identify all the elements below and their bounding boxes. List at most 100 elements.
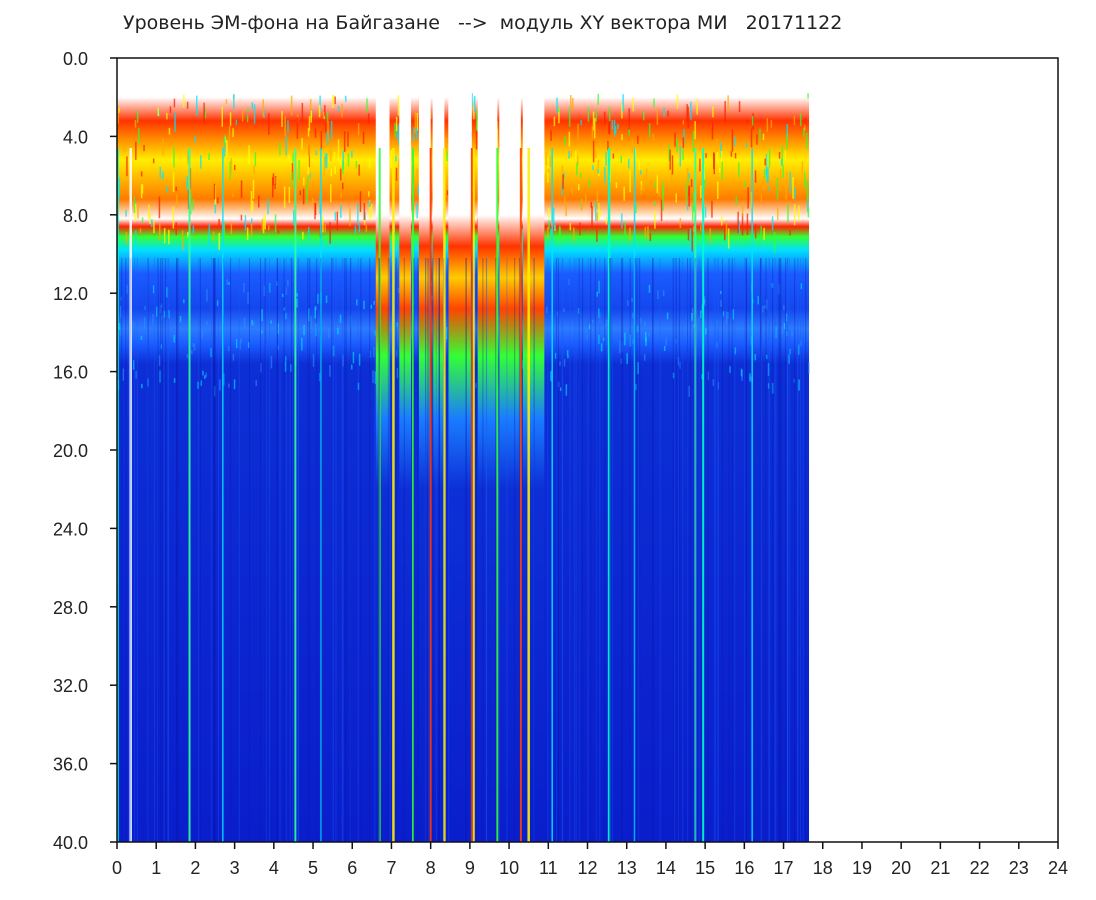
noise-speck: [592, 140, 595, 163]
noise-speck: [598, 334, 600, 344]
noise-speck: [786, 171, 788, 186]
noise-speck: [307, 176, 309, 186]
noise-speck: [676, 94, 679, 109]
y-tick-label: 12.0: [53, 284, 88, 304]
noise-speck: [140, 184, 143, 199]
noise-speck: [261, 309, 263, 321]
noise-speck: [766, 299, 768, 310]
noise-speck: [135, 370, 137, 379]
noise-speck: [356, 299, 358, 306]
noise-speck: [629, 227, 631, 242]
noise-speck: [771, 283, 774, 288]
noise-speck: [332, 94, 335, 104]
noise-speck: [577, 155, 579, 166]
noise-speck: [274, 214, 277, 232]
noise-speck: [577, 308, 580, 314]
noise-speck: [248, 145, 250, 166]
noise-speck: [654, 182, 657, 188]
noise-speck: [783, 323, 786, 329]
low-noise-gap: [448, 58, 472, 842]
noise-speck: [141, 217, 144, 223]
noise-speck: [725, 311, 728, 324]
noise-speck: [251, 102, 254, 110]
noise-speck: [319, 95, 321, 112]
noise-speck: [160, 303, 163, 308]
noise-speck: [596, 291, 598, 297]
noise-speck: [416, 168, 418, 178]
noise-speck: [270, 356, 273, 369]
noise-speck: [632, 97, 634, 112]
noise-speck: [746, 119, 749, 125]
x-axis: 0 1 2 3 4 5 6 7 8 9 10 11 12 13 14 15 16 17 18 19 20 21 22 23 24: [112, 842, 1068, 878]
noise-speck: [308, 145, 310, 168]
noise-speck: [591, 126, 594, 139]
noise-speck: [132, 360, 135, 370]
noise-speck: [785, 185, 787, 200]
noise-speck: [159, 222, 161, 241]
noise-speck: [369, 350, 372, 358]
noise-speck: [175, 186, 177, 191]
noise-speck: [762, 176, 765, 190]
chart-title: Уровень ЭМ-фона на Байгазане --> модуль …: [123, 12, 843, 34]
noise-speck: [169, 106, 172, 113]
noise-speck: [705, 153, 707, 158]
noise-speck: [565, 384, 568, 396]
noise-speck: [284, 116, 286, 136]
x-tick-label: 20: [891, 858, 911, 878]
noise-speck: [277, 345, 279, 350]
noise-speck: [241, 110, 244, 122]
noise-speck: [644, 321, 646, 327]
noise-speck: [800, 340, 802, 347]
noise-speck: [133, 196, 136, 213]
y-tick-label: 36.0: [53, 755, 88, 775]
noise-speck: [562, 174, 564, 190]
noise-speck: [550, 130, 552, 141]
noise-speck: [557, 381, 560, 387]
noise-speck: [363, 202, 366, 220]
noise-speck: [136, 110, 139, 123]
noise-speck: [390, 149, 392, 169]
x-tick-label: 17: [774, 858, 794, 878]
noise-speck: [219, 379, 221, 391]
noise-speck: [183, 94, 185, 108]
noise-speck: [771, 382, 774, 394]
noise-speck: [445, 336, 447, 343]
noise-speck: [166, 186, 169, 193]
noise-speck: [667, 110, 669, 117]
noise-speck: [768, 149, 771, 168]
noise-speck: [773, 231, 776, 254]
noise-speck: [665, 337, 667, 346]
noise-speck: [374, 330, 376, 336]
noise-speck: [568, 107, 571, 127]
noise-speck: [194, 136, 197, 143]
noise-speck: [396, 367, 399, 379]
x-tick-label: 8: [426, 858, 436, 878]
noise-speck: [159, 166, 162, 179]
noise-speck: [747, 187, 749, 209]
noise-speck: [342, 150, 344, 170]
noise-speck: [757, 295, 759, 305]
noise-speck: [645, 168, 648, 180]
noise-speck: [605, 216, 608, 225]
noise-speck: [358, 353, 361, 366]
noise-speck: [330, 168, 333, 177]
noise-speck: [580, 119, 582, 126]
x-tick-label: 14: [656, 858, 676, 878]
noise-speck: [778, 283, 780, 295]
noise-speck: [262, 99, 264, 117]
noise-speck: [621, 134, 623, 141]
x-tick-label: 10: [499, 858, 519, 878]
noise-speck: [208, 224, 211, 246]
noise-speck: [658, 187, 660, 197]
x-tick-label: 12: [577, 858, 597, 878]
noise-speck: [575, 150, 577, 159]
noise-speck: [337, 139, 340, 161]
noise-speck: [705, 328, 707, 335]
noise-speck: [566, 350, 569, 356]
noise-speck: [134, 119, 137, 128]
noise-speck: [687, 106, 689, 129]
noise-speck: [324, 153, 327, 168]
noise-speck: [168, 310, 170, 319]
noise-speck: [285, 313, 287, 320]
x-tick-label: 11: [539, 858, 558, 878]
